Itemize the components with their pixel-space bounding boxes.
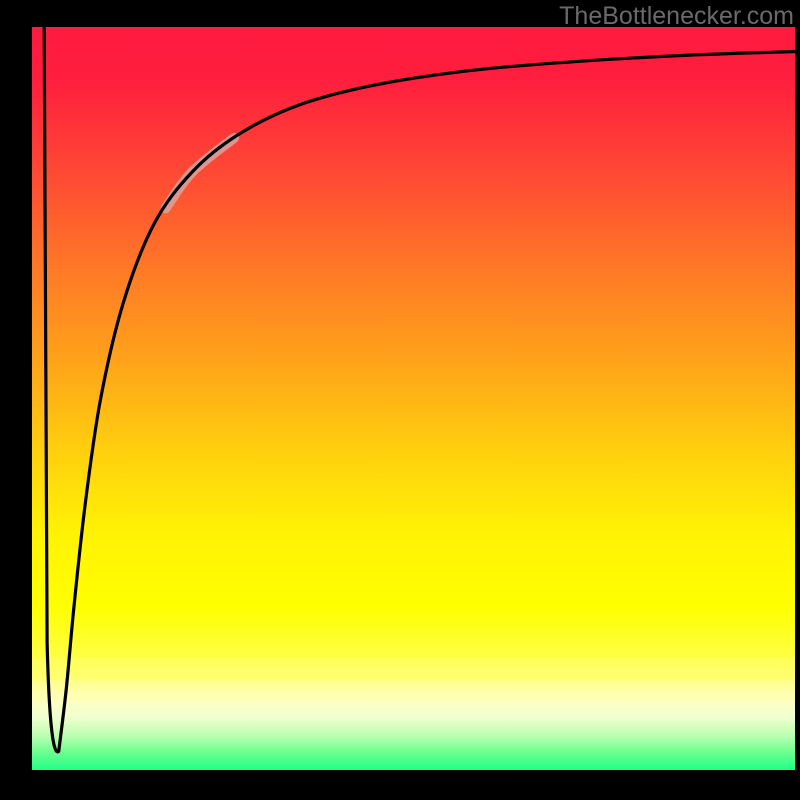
gradient-bands xyxy=(32,658,795,719)
chart-container: TheBottlenecker.com xyxy=(0,0,800,800)
bottleneck-chart xyxy=(0,0,800,800)
